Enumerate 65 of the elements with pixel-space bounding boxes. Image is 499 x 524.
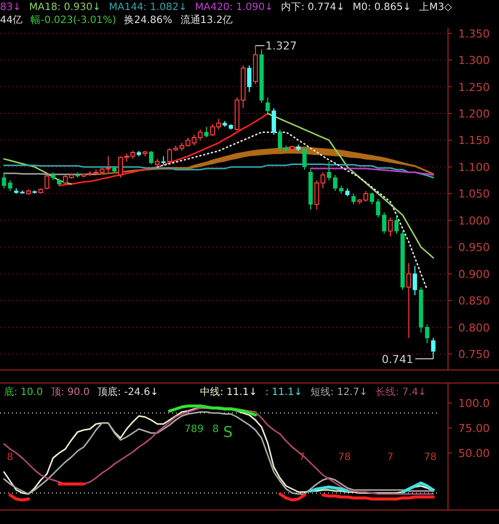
y-tick-label: 1.350	[458, 27, 490, 40]
candlestick	[412, 265, 418, 296]
text: : 11.1↓	[265, 387, 302, 398]
text: M0: 0.865↓	[352, 2, 412, 13]
text: 幅-0.023(-3.01%)	[30, 14, 116, 26]
candlestick	[204, 126, 209, 138]
annotation: 1.327	[265, 40, 297, 53]
series-label: 中线: 11.1↓	[200, 386, 258, 398]
y-tick-label: 1.000	[458, 214, 490, 228]
annotation: 8	[6, 452, 14, 463]
text: 44亿	[0, 15, 23, 26]
candlestick	[2, 172, 6, 189]
candlestick	[302, 148, 307, 170]
y-tick-label: 75.00	[458, 422, 490, 435]
text: 短线: 12.7↓	[310, 386, 368, 398]
annotation: 78	[338, 452, 351, 463]
y-tick-label: 0.950	[458, 241, 490, 254]
y-tick-label: 100.0	[458, 397, 490, 410]
candlestick	[394, 214, 399, 234]
text: 内下: 0.774↓	[281, 1, 345, 13]
candlestick	[272, 108, 276, 136]
annotation: 78	[424, 452, 437, 463]
annotation: 顶底: -24.6↓	[98, 386, 158, 398]
y-tick-label: 1.150	[458, 134, 490, 148]
text: 上M3◇	[419, 1, 452, 13]
y-tick-label: 50.00	[458, 447, 490, 460]
annotation: 底: 10.0	[4, 386, 43, 398]
annotation: 8	[212, 424, 219, 435]
annotation: 顶: 90.0	[50, 387, 90, 398]
candlestick	[8, 180, 12, 192]
line-series	[168, 404, 257, 416]
annotation: 7	[298, 452, 306, 463]
candlestick	[44, 174, 50, 190]
candlestick	[247, 64, 252, 93]
y-tick-label: 0.900	[458, 268, 490, 281]
candlestick	[388, 217, 393, 237]
y-tick-label: 0.850	[458, 294, 490, 308]
y-tick-label: 1.200	[458, 108, 490, 120]
y-tick-label: 0.800	[458, 321, 490, 334]
candlestick	[278, 129, 282, 152]
y-tick-label: 1.300	[458, 54, 490, 68]
annotation: S	[223, 423, 233, 441]
line-series	[58, 112, 268, 186]
annotation: 789	[184, 424, 204, 435]
annotation: 7	[387, 452, 394, 463]
text: MA420: 1.090↓	[194, 2, 274, 13]
text: MA18: 0.930↓	[29, 2, 101, 13]
text: 83↓	[0, 2, 22, 13]
line-series	[310, 168, 434, 176]
candlestick	[351, 193, 356, 205]
annotation: 0.741	[382, 352, 414, 366]
candlestick	[370, 192, 374, 205]
candlestick	[266, 96, 270, 114]
y-tick-label: 1.050	[458, 188, 490, 201]
y-tick-label: 1.250	[458, 80, 490, 94]
text: MA144: 1.082↓	[108, 2, 187, 13]
candlestick	[424, 324, 430, 344]
candlestick	[431, 337, 436, 360]
text: 流通13.2亿	[180, 14, 233, 26]
text: 长线: 7.4↓	[376, 386, 426, 398]
y-tick-label: 0.750	[458, 348, 490, 361]
y-tick-label: 1.100	[458, 160, 490, 174]
candlestick	[406, 262, 412, 338]
text: 换24.86%	[124, 14, 172, 26]
candlestick	[149, 150, 154, 165]
